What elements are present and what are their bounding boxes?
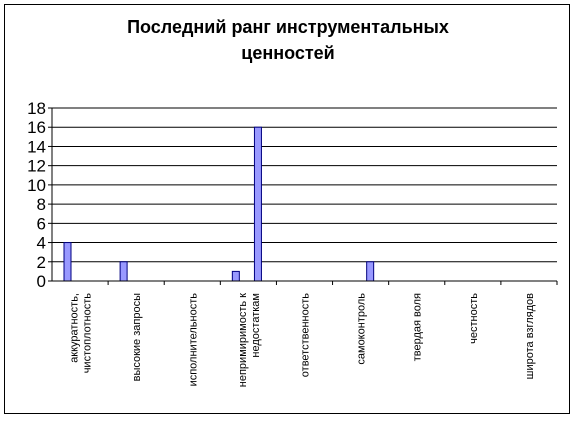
y-tick-label: 10 <box>27 176 46 195</box>
y-tick-label: 14 <box>27 137 46 156</box>
chart-title-line-2: ценностей <box>241 43 335 63</box>
bar <box>366 261 375 282</box>
y-tick-label: 6 <box>37 214 46 233</box>
x-tick-label: чистоплотность <box>82 293 94 374</box>
y-tick-label: 2 <box>37 253 46 272</box>
bar <box>63 242 72 282</box>
x-tick-label: высокие запросы <box>131 293 143 381</box>
x-tick-labels: аккуратность, чистоплотность высокие запро… <box>69 293 536 387</box>
x-tick-label: честность <box>468 293 480 344</box>
y-tick-label: 12 <box>27 157 46 176</box>
x-tick-label: широта взглядов <box>524 293 536 379</box>
y-tick-label: 18 <box>27 99 46 118</box>
chart-frame <box>4 4 570 414</box>
y-tick-label: 8 <box>37 195 46 214</box>
y-tick-label: 4 <box>37 234 46 253</box>
x-tick-label: самоконтроль <box>356 293 368 365</box>
bar <box>253 126 262 282</box>
x-tick-label: исполнительность <box>187 293 199 387</box>
x-tick-label: ответственность <box>300 293 312 377</box>
gridlines <box>52 107 557 263</box>
bar <box>119 261 128 282</box>
chart-title-line-1: Последний ранг инструментальных <box>127 17 449 37</box>
chart-title: Последний ранг инструментальных ценносте… <box>0 14 576 66</box>
y-tick-label: 0 <box>37 272 46 291</box>
y-tick-label: 16 <box>27 118 46 137</box>
x-tick-label: аккуратность, <box>69 293 81 363</box>
x-tick-label: недостаткам <box>250 293 262 358</box>
axes <box>48 107 558 285</box>
x-tick-label: непримиримость к <box>237 293 249 387</box>
x-tick-label: твердая воля <box>412 293 424 361</box>
bar <box>231 270 240 282</box>
